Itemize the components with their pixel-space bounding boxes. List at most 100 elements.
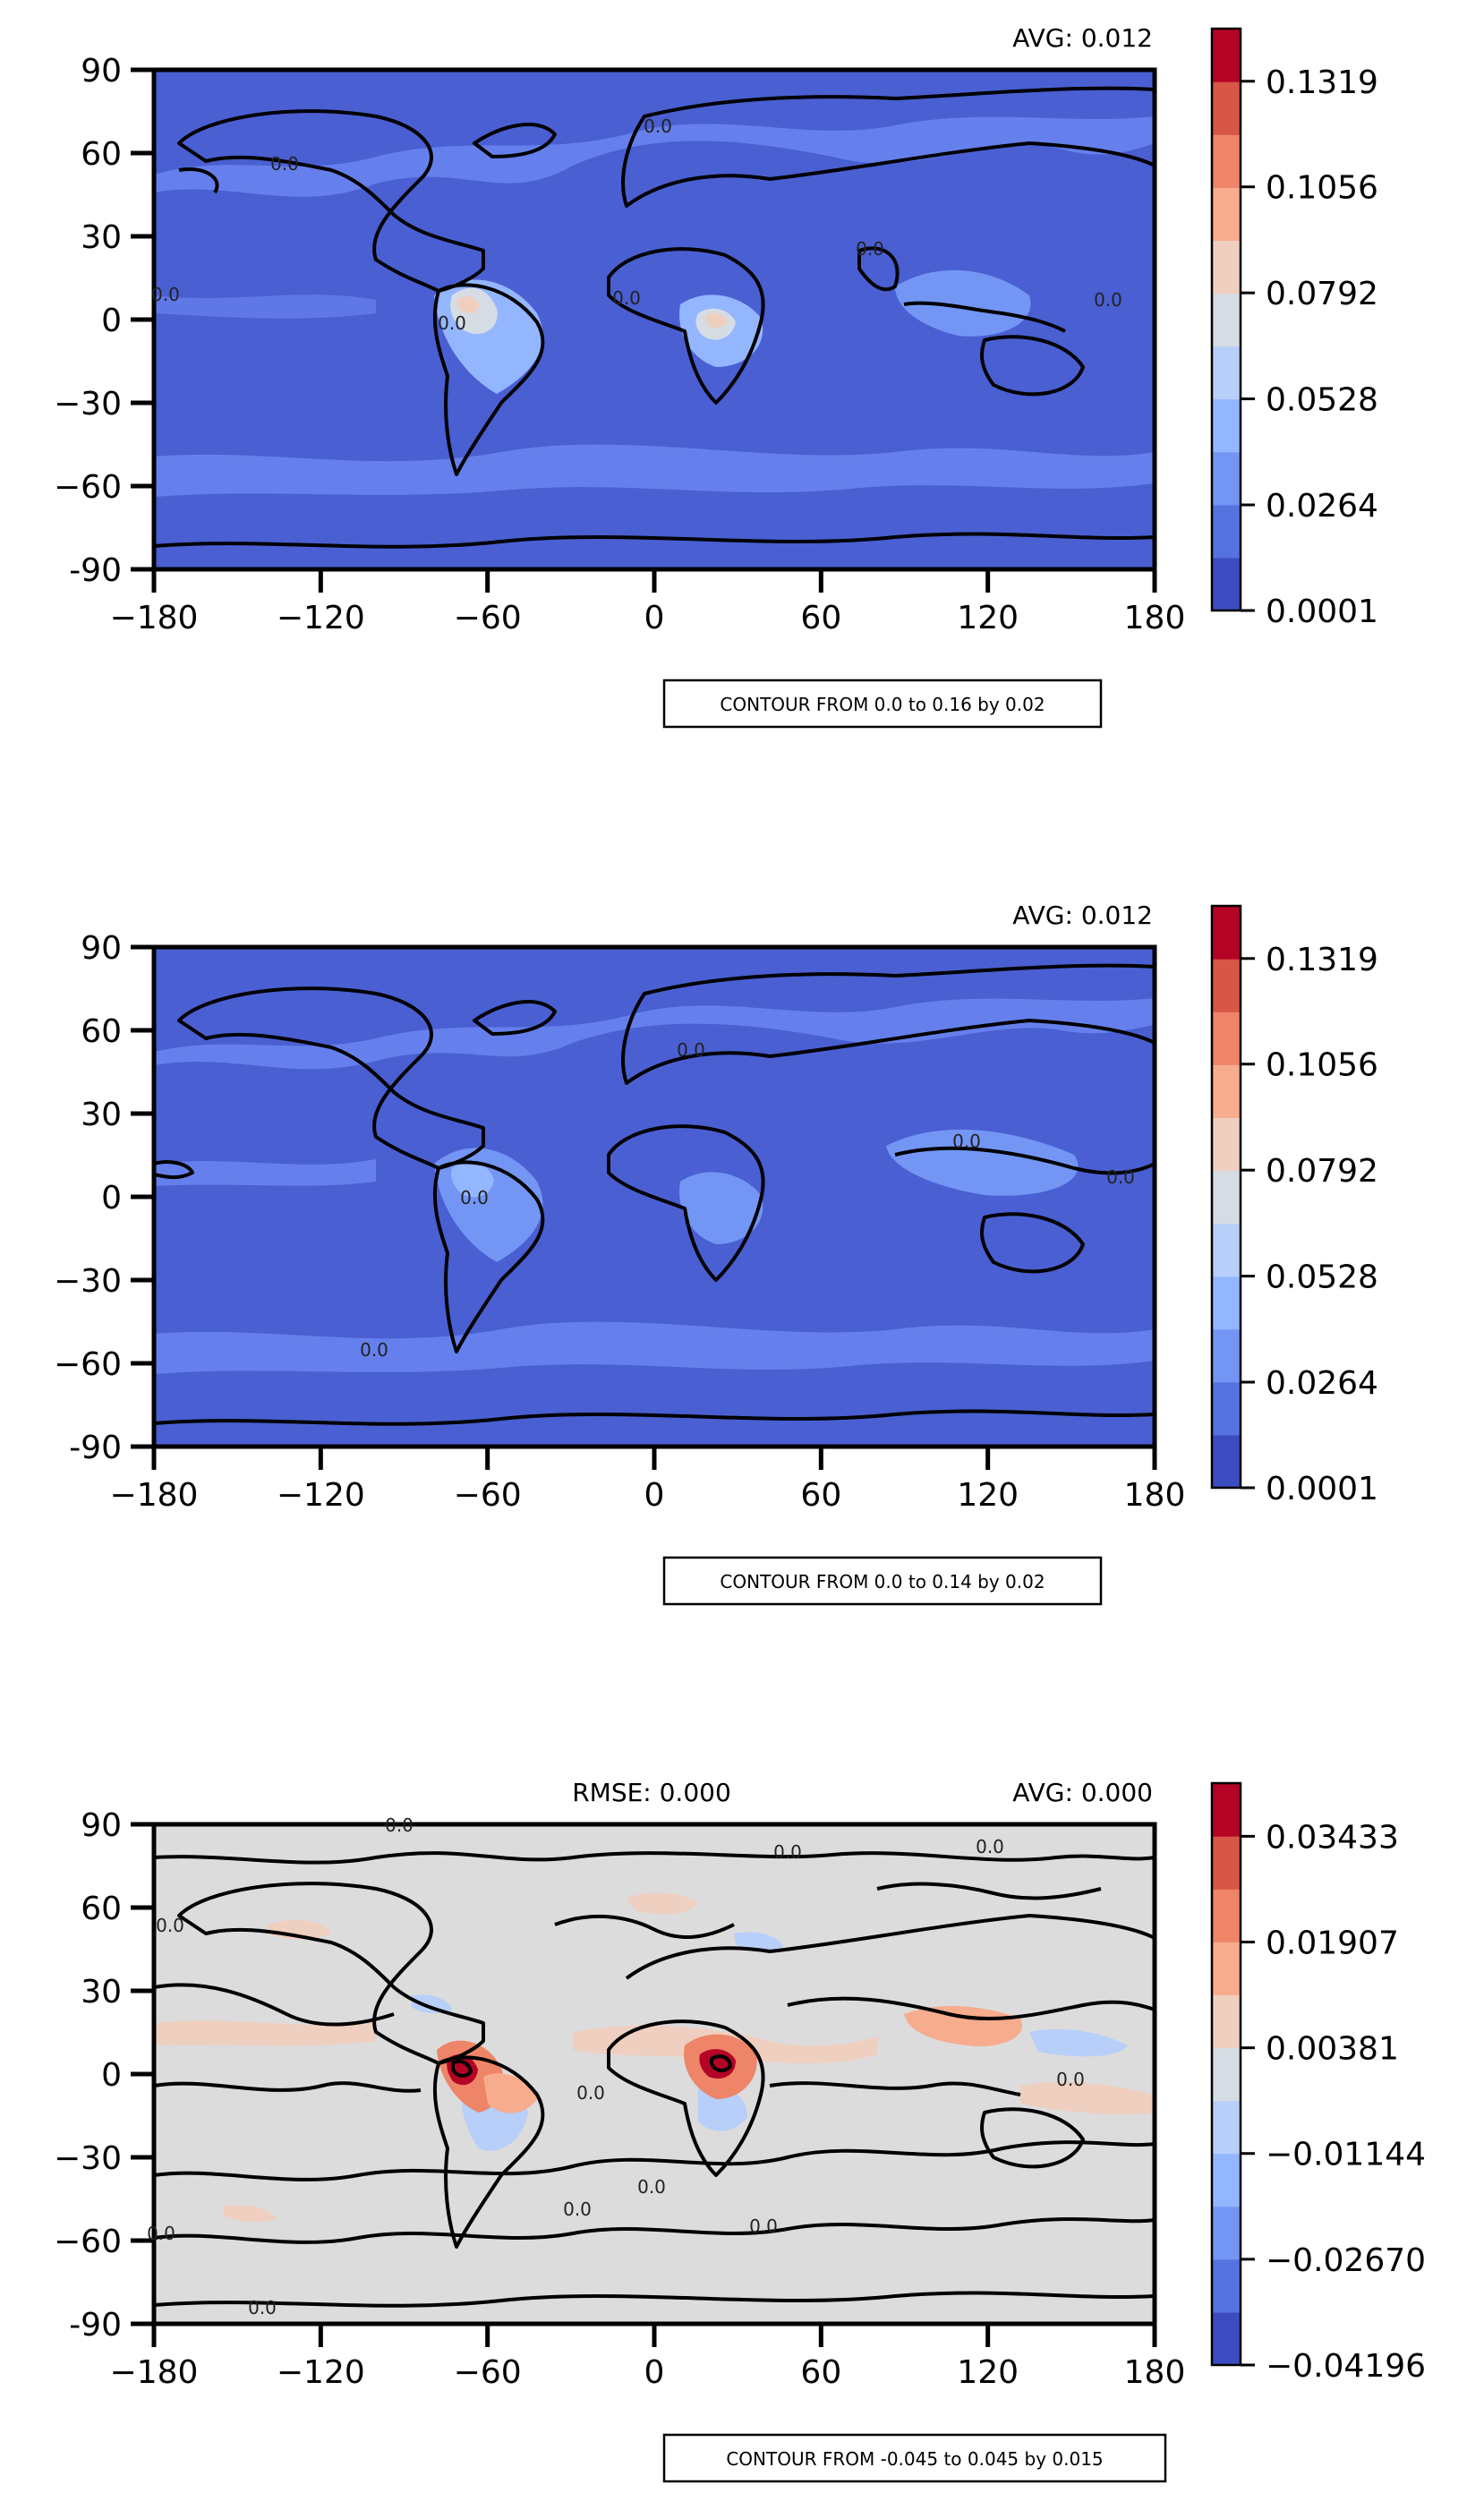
warm-patch <box>1020 2081 1155 2114</box>
contour-value-label: 0.0 <box>749 2216 778 2237</box>
storm-track-south <box>154 1321 1155 1374</box>
colorbar-segment <box>1212 504 1241 559</box>
contour-label-layer: 0.0 0.0 0.0 0.0 0.0 0.0 0.0 <box>151 115 1122 334</box>
colorbar-tick-label: 0.0528 <box>1266 382 1378 419</box>
colorbar-tick-label: 0.1319 <box>1266 942 1378 978</box>
contour-note-box <box>662 2433 1167 2483</box>
colorbar-segment <box>1212 1836 1241 1890</box>
colorbar-segment <box>1212 1064 1241 1118</box>
colorbar-segment <box>1212 1117 1241 1172</box>
contour-note: CONTOUR FROM 0.0 to 0.16 by 0.02 <box>720 694 1045 715</box>
colorbar-segment <box>1212 1012 1241 1065</box>
x-tick-label: 180 <box>1124 1477 1186 1514</box>
x-tick-label: −180 <box>110 1477 199 1514</box>
colorbar-tick-label: 0.0792 <box>1266 1153 1378 1190</box>
x-tick-label: −120 <box>277 600 365 636</box>
contour-value-label: 0.0 <box>151 284 180 305</box>
colorbar-tick-label: 0.0528 <box>1266 1259 1378 1296</box>
x-tick-label: 120 <box>957 600 1019 636</box>
x-tick-label: −60 <box>454 2354 522 2391</box>
contour-value-label: 0.0 <box>1094 289 1122 311</box>
colorbar-segment <box>1212 1783 1241 1837</box>
contour-value-label: 0.0 <box>147 2223 175 2244</box>
colorbar-segment <box>1212 240 1241 295</box>
x-ticks: −180 −120 −60 0 60 120 180 <box>110 1447 1186 1514</box>
y-tick-label: -90 <box>69 1430 122 1466</box>
y-tick-label: 60 <box>81 1013 122 1050</box>
rmse-label: RMSE: 0.000 <box>572 1778 731 1807</box>
y-tick-label: 0 <box>101 2057 122 2094</box>
colorbar-segment <box>1212 1994 1241 2049</box>
y-tick-label: 0 <box>101 303 122 339</box>
colorbar-segment <box>1212 1889 1241 1942</box>
contour-value-label: 0.0 <box>270 153 299 175</box>
y-tick-label: 30 <box>81 1974 122 2011</box>
y-tick-label: −60 <box>54 1346 122 1383</box>
contour-value-label: 0.0 <box>156 1915 184 1936</box>
contour-value-label: 0.0 <box>952 1131 981 1152</box>
colorbar-segment <box>1212 451 1241 506</box>
y-ticks: 90 60 30 0 −30 −60 -90 <box>54 1807 154 2344</box>
colorbar-tick-label: −0.04196 <box>1266 2348 1426 2385</box>
colorbar-tick-label: 0.0264 <box>1266 1365 1378 1402</box>
colorbar-segment <box>1212 1276 1241 1330</box>
contour-value-label: 0.0 <box>1106 1166 1135 1188</box>
y-tick-label: −60 <box>54 2224 122 2260</box>
contour-value-label: 0.0 <box>677 1039 705 1061</box>
x-tick-label: −180 <box>110 600 199 636</box>
colorbar: 0.1319 0.1056 0.0792 0.0528 0.0264 0.0001 <box>1210 27 1378 630</box>
colorbar-tick-label: 0.0001 <box>1266 1471 1378 1507</box>
colorbar-segment <box>1212 1381 1241 1436</box>
y-tick-label: 60 <box>81 1891 122 1927</box>
colorbar-frame <box>1210 27 1242 612</box>
x-tick-label: −120 <box>277 2354 365 2391</box>
contour-value-label: 0.0 <box>360 1339 388 1361</box>
contour-value-label: 0.0 <box>976 1836 1004 1857</box>
y-tick-label: 90 <box>81 930 122 967</box>
warm-patch <box>904 2005 1022 2046</box>
x-tick-label: −60 <box>454 600 522 636</box>
contour-note: CONTOUR FROM -0.045 to 0.045 by 0.015 <box>726 2448 1103 2470</box>
colorbar: 0.1319 0.1056 0.0792 0.0528 0.0264 0.0001 <box>1210 904 1378 1507</box>
colorbar-segment <box>1212 2047 1241 2102</box>
y-tick-label: 90 <box>81 1807 122 1844</box>
y-tick-label: -90 <box>69 2307 122 2344</box>
contour-value-label: 0.0 <box>576 2082 605 2104</box>
y-tick-label: 60 <box>81 136 122 173</box>
contour-value-label: 0.0 <box>612 287 641 309</box>
storm-track-north <box>154 116 1155 197</box>
colorbar-tick-label: −0.01144 <box>1266 2137 1426 2173</box>
colorbar-tick-label: 0.01907 <box>1266 1925 1399 1962</box>
x-tick-label: 60 <box>800 1477 841 1514</box>
x-tick-label: 120 <box>957 2354 1019 2391</box>
colorbar-segment <box>1212 2100 1241 2155</box>
colorbar-segment <box>1212 1328 1241 1383</box>
colorbar-segment <box>1212 557 1241 611</box>
y-tick-label: 0 <box>101 1180 122 1217</box>
y-tick-label: 30 <box>81 219 122 256</box>
x-ticks: −180 −120 −60 0 60 120 180 <box>110 569 1186 636</box>
colorbar-segment <box>1212 2153 1241 2207</box>
y-tick-label: −30 <box>54 1263 122 1300</box>
y-ticks: 90 60 30 0 −30 −60 -90 <box>54 930 154 1466</box>
x-tick-label: 180 <box>1124 600 1186 636</box>
contour-lines <box>154 1851 1155 2308</box>
avg-label: AVG: 0.000 <box>1012 1778 1153 1807</box>
contour-value-label: 0.0 <box>248 2297 277 2318</box>
x-tick-label: 60 <box>800 2354 841 2391</box>
colorbar-tick-label: 0.0264 <box>1266 488 1378 525</box>
contour-value-label: 0.0 <box>385 1814 414 1836</box>
africa-region <box>679 1172 763 1244</box>
colorbar-frame <box>1210 1781 1242 2367</box>
colorbar-segment <box>1212 906 1241 960</box>
x-tick-label: 0 <box>644 2354 665 2391</box>
storm-track-south <box>154 444 1155 497</box>
colorbar-tick-label: 0.0001 <box>1266 593 1378 630</box>
amazon-anomaly-mid <box>483 2073 537 2113</box>
map-area <box>154 947 1155 1447</box>
contour-value-label: 0.0 <box>460 1187 489 1208</box>
cool-patch <box>734 1932 783 1951</box>
colorbar-segment <box>1212 293 1241 347</box>
y-tick-label: −30 <box>54 386 122 423</box>
